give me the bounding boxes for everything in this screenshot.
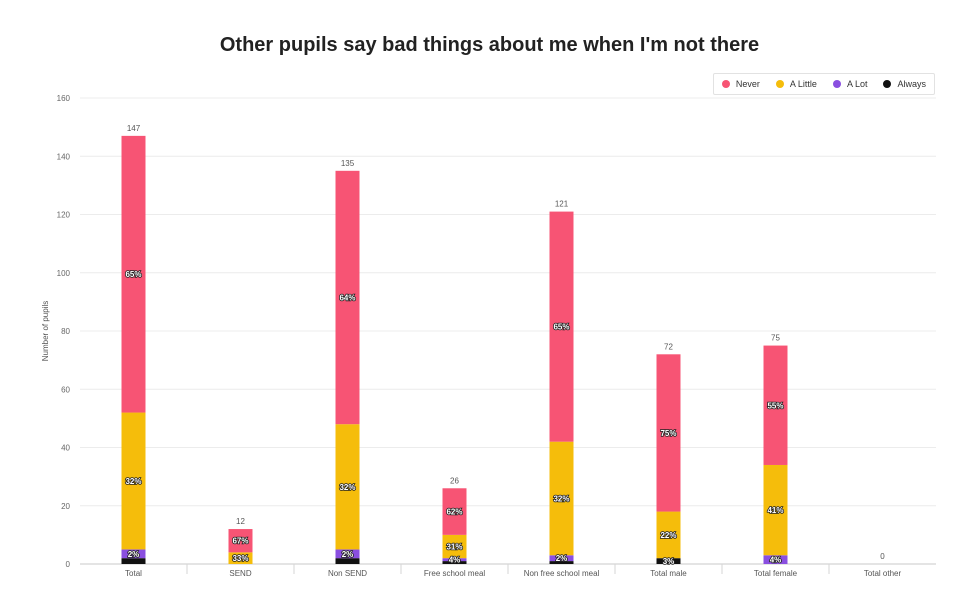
bar-total-label: 0 — [880, 552, 885, 561]
x-tick-label: Free school meal — [424, 569, 486, 578]
y-tick-label: 20 — [61, 502, 70, 511]
bar-total-label: 26 — [450, 476, 459, 485]
bar-segment-never — [763, 345, 788, 465]
bar-segment-a-little — [442, 534, 467, 559]
bar-total-label: 12 — [236, 517, 245, 526]
legend-swatch — [832, 80, 841, 88]
bar-segment-never — [121, 135, 146, 413]
x-tick-label: Total male — [650, 569, 687, 578]
y-axis-label: Number of pupils — [41, 301, 50, 361]
legend-item-a-little[interactable]: A Little — [775, 79, 817, 89]
legend-label: Never — [735, 79, 760, 89]
legend-item-never[interactable]: Never — [721, 79, 760, 89]
x-tick-label: Non SEND — [328, 569, 367, 578]
bar-segment-a-lot — [763, 555, 788, 564]
segment-percent-label: 62% — [446, 508, 462, 517]
y-tick-label: 40 — [61, 444, 70, 453]
segment-percent-label: 3% — [663, 557, 675, 566]
y-tick-label: 160 — [57, 94, 71, 103]
segment-percent-label: 65% — [125, 270, 141, 279]
segment-percent-label: 55% — [767, 401, 783, 410]
y-tick-label: 60 — [61, 385, 70, 394]
segment-percent-label: 65% — [553, 323, 569, 332]
x-tick-label: Total female — [754, 569, 798, 578]
segment-percent-label: 32% — [339, 483, 355, 492]
segment-percent-label: 2% — [342, 550, 354, 559]
segment-percent-label: 22% — [660, 531, 676, 540]
legend-item-a-lot[interactable]: A Lot — [832, 79, 868, 89]
segment-percent-label: 32% — [125, 477, 141, 486]
segment-percent-label: 67% — [232, 537, 248, 546]
bar-segment-a-lot — [335, 549, 360, 559]
y-tick-label: 140 — [57, 152, 71, 161]
bar-segment-never — [549, 211, 574, 442]
segment-percent-label: 75% — [660, 429, 676, 438]
bar-segment-never — [228, 529, 253, 553]
segment-percent-label: 4% — [770, 556, 782, 565]
bar-segment-a-little — [549, 441, 574, 556]
bar-segment-a-little — [121, 412, 146, 550]
bar-segment-never — [656, 354, 681, 512]
bar-segment-never — [442, 488, 467, 535]
bar-segment-always — [121, 558, 146, 564]
bar-segment-always — [335, 558, 360, 564]
bar-segment-a-little — [228, 552, 253, 564]
legend-label: Always — [897, 79, 926, 89]
bar-segment-a-little — [656, 511, 681, 559]
y-tick-label: 100 — [57, 269, 71, 278]
segment-percent-label: 64% — [339, 294, 355, 303]
bar-segment-always — [549, 561, 574, 564]
y-tick-label: 0 — [66, 560, 71, 569]
segment-percent-label: 31% — [446, 543, 462, 552]
bar-total-label: 147 — [127, 124, 141, 133]
segment-percent-label: 41% — [767, 506, 783, 515]
segment-percent-label: 4% — [449, 556, 461, 565]
y-tick-label: 80 — [61, 327, 70, 336]
bar-segment-never — [335, 170, 360, 425]
bar-total-label: 135 — [341, 159, 355, 168]
x-tick-label: Non free school meal — [524, 569, 600, 578]
chart-legend: Never A Little A Lot Always — [712, 73, 935, 95]
bar-segment-a-little — [335, 424, 360, 550]
bar-total-label: 72 — [664, 342, 673, 351]
chart-title: Other pupils say bad things about me whe… — [219, 34, 760, 56]
bar-segment-always — [442, 561, 467, 564]
legend-label: A Lot — [846, 79, 868, 89]
segment-percent-label: 32% — [553, 494, 569, 503]
legend-swatch — [883, 80, 892, 88]
legend-item-always[interactable]: Always — [883, 79, 926, 89]
bar-total-label: 121 — [555, 200, 569, 209]
bar-total-label: 75 — [771, 334, 780, 343]
segment-percent-label: 2% — [556, 554, 568, 563]
y-tick-label: 120 — [57, 211, 71, 220]
bar-segment-always — [656, 558, 681, 564]
x-tick-label: Total — [125, 569, 142, 578]
bar-segment-a-lot — [549, 555, 574, 562]
bar-segment-a-lot — [442, 558, 467, 562]
segment-percent-label: 33% — [232, 554, 248, 563]
legend-label: A Little — [789, 79, 817, 89]
legend-swatch — [721, 80, 730, 88]
segment-percent-label: 2% — [128, 550, 140, 559]
bar-segment-a-little — [763, 464, 788, 556]
x-tick-label: SEND — [229, 569, 251, 578]
legend-swatch — [775, 80, 784, 88]
x-tick-label: Total other — [864, 569, 902, 578]
bar-segment-a-lot — [121, 549, 146, 559]
